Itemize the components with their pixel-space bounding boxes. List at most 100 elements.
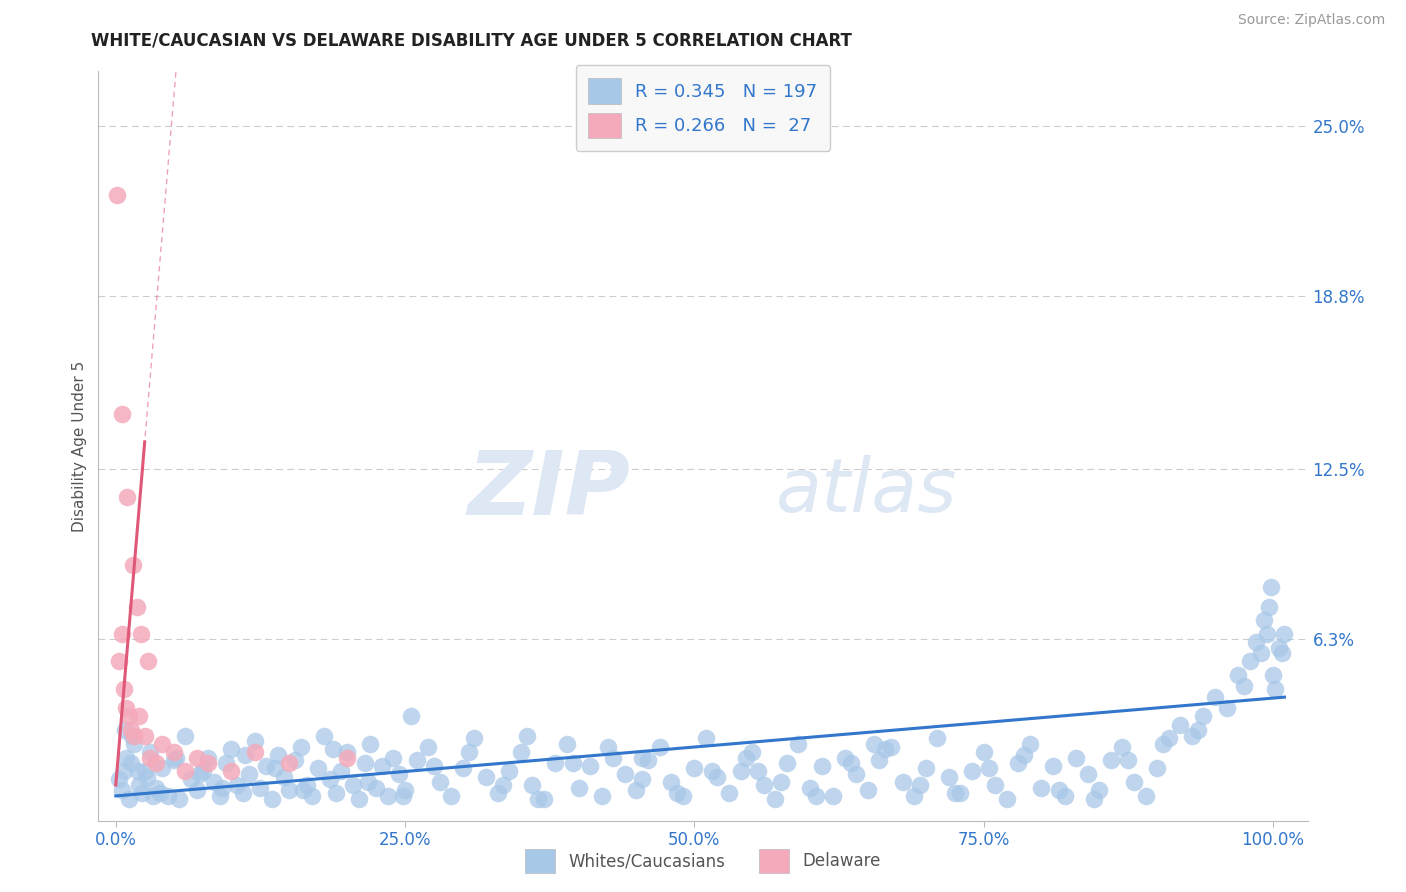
Point <box>112 681 135 696</box>
Point <box>312 729 335 743</box>
Point <box>1239 655 1261 669</box>
Point <box>695 731 717 746</box>
Text: WHITE/CAUCASIAN VS DELAWARE DISABILITY AGE UNDER 5 CORRELATION CHART: WHITE/CAUCASIAN VS DELAWARE DISABILITY A… <box>91 31 852 49</box>
Point <box>110 627 132 641</box>
Point <box>371 758 394 772</box>
Point <box>1233 679 1256 693</box>
Point <box>839 756 862 770</box>
Point <box>145 780 167 795</box>
Point <box>568 780 591 795</box>
Point <box>960 764 983 779</box>
Point <box>908 778 931 792</box>
Point <box>914 762 936 776</box>
Point <box>984 778 1007 792</box>
Point <box>718 786 741 800</box>
Point <box>1018 737 1040 751</box>
Point <box>429 775 451 789</box>
Point <box>388 767 411 781</box>
Point <box>1267 640 1289 655</box>
Point <box>377 789 399 803</box>
Point <box>136 770 159 784</box>
Point <box>290 739 312 754</box>
Point <box>114 723 136 737</box>
Point <box>683 762 706 776</box>
Point <box>1012 747 1035 762</box>
Point <box>124 737 146 751</box>
Point <box>1083 791 1105 805</box>
Point <box>973 745 995 759</box>
Point <box>110 408 132 422</box>
Point <box>122 558 145 573</box>
Point <box>325 786 347 800</box>
Point <box>235 747 257 762</box>
Point <box>423 758 446 772</box>
Point <box>129 627 152 641</box>
Point <box>1274 627 1296 641</box>
Point <box>112 764 135 779</box>
Point <box>763 791 786 805</box>
Point <box>1116 753 1139 767</box>
Point <box>509 745 531 759</box>
Point <box>1123 775 1146 789</box>
Point <box>399 709 422 723</box>
Point <box>115 750 138 764</box>
Point <box>1146 762 1168 776</box>
Point <box>180 772 202 787</box>
Point <box>254 758 277 772</box>
Y-axis label: Disability Age Under 5: Disability Age Under 5 <box>72 360 87 532</box>
Text: ZIP: ZIP <box>468 448 630 534</box>
Point <box>1157 731 1180 746</box>
Point <box>215 756 238 770</box>
Point <box>301 789 323 803</box>
Point <box>221 742 243 756</box>
Point <box>943 786 966 800</box>
Point <box>336 745 359 759</box>
Point <box>451 762 474 776</box>
Point <box>322 742 344 756</box>
Point <box>596 739 619 754</box>
Point <box>1168 717 1191 731</box>
Point <box>1135 789 1157 803</box>
Point <box>891 775 914 789</box>
Point <box>1244 635 1267 649</box>
Point <box>127 764 149 779</box>
Point <box>418 739 440 754</box>
Point <box>486 786 509 800</box>
Point <box>128 778 150 792</box>
Point <box>150 762 173 776</box>
Point <box>804 789 827 803</box>
Point <box>191 764 214 779</box>
Point <box>1187 723 1209 737</box>
Point <box>862 737 884 751</box>
Point <box>1227 668 1250 682</box>
Point <box>527 791 550 805</box>
Point <box>330 764 353 779</box>
Point <box>267 747 290 762</box>
Point <box>347 791 370 805</box>
Point <box>875 742 897 756</box>
Point <box>211 780 233 795</box>
Point <box>776 756 799 770</box>
Point <box>120 723 142 737</box>
Point <box>834 750 856 764</box>
Point <box>1261 668 1284 682</box>
Point <box>394 783 416 797</box>
Point <box>938 770 960 784</box>
Point <box>498 764 520 779</box>
Point <box>319 772 342 787</box>
Point <box>382 750 405 764</box>
Point <box>139 750 162 764</box>
Point <box>903 789 925 803</box>
Point <box>264 762 287 776</box>
Point <box>357 775 380 789</box>
Point <box>145 756 167 770</box>
Point <box>561 756 583 770</box>
Point <box>202 775 225 789</box>
Point <box>169 791 191 805</box>
Point <box>648 739 671 754</box>
Legend: Whites/Caucasians, Delaware: Whites/Caucasians, Delaware <box>519 842 887 880</box>
Point <box>1042 758 1064 772</box>
Point <box>1264 681 1286 696</box>
Point <box>186 750 208 764</box>
Point <box>856 783 879 797</box>
